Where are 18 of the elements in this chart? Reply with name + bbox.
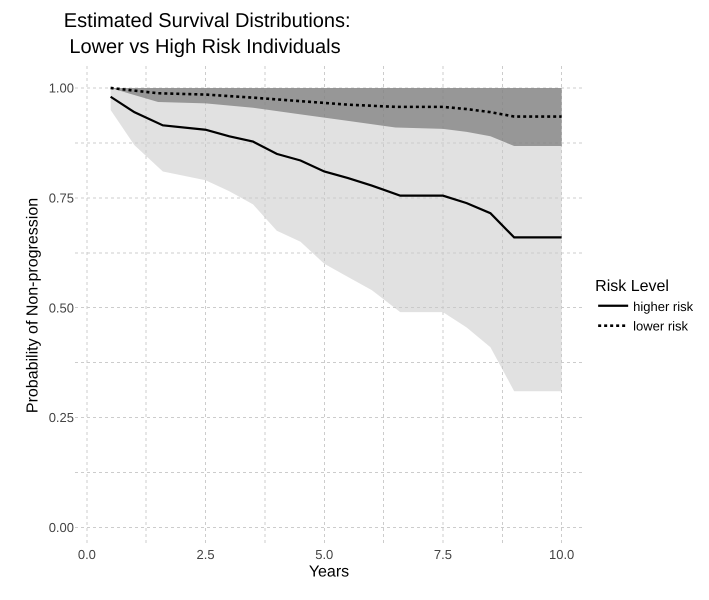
legend-title: Risk Level bbox=[595, 278, 669, 295]
legend-label: higher risk bbox=[633, 298, 694, 314]
x-tick-label: 5.0 bbox=[315, 547, 334, 562]
legend-label: lower risk bbox=[633, 318, 689, 334]
x-tick-label: 2.5 bbox=[196, 547, 215, 562]
y-tick-label: 1.00 bbox=[48, 80, 74, 96]
y-tick-label: 0.00 bbox=[48, 520, 74, 535]
y-tick-label: 0.50 bbox=[48, 300, 74, 316]
y-axis-title: Probability of Non-progression bbox=[24, 198, 42, 414]
y-tick-label: 0.75 bbox=[48, 190, 74, 206]
x-tick-label: 10.0 bbox=[548, 547, 574, 562]
line-series bbox=[110, 96, 563, 238]
x-axis-title: Years bbox=[308, 564, 350, 581]
y-tick-label: 0.25 bbox=[48, 410, 74, 426]
x-tick-label: 0.0 bbox=[78, 547, 96, 562]
x-tick-label: 7.5 bbox=[434, 547, 452, 562]
chart-title: Estimated Survival Distributions: Lower vs High Risk Individuals bbox=[64, 10, 351, 58]
line-series bbox=[109, 86, 563, 118]
